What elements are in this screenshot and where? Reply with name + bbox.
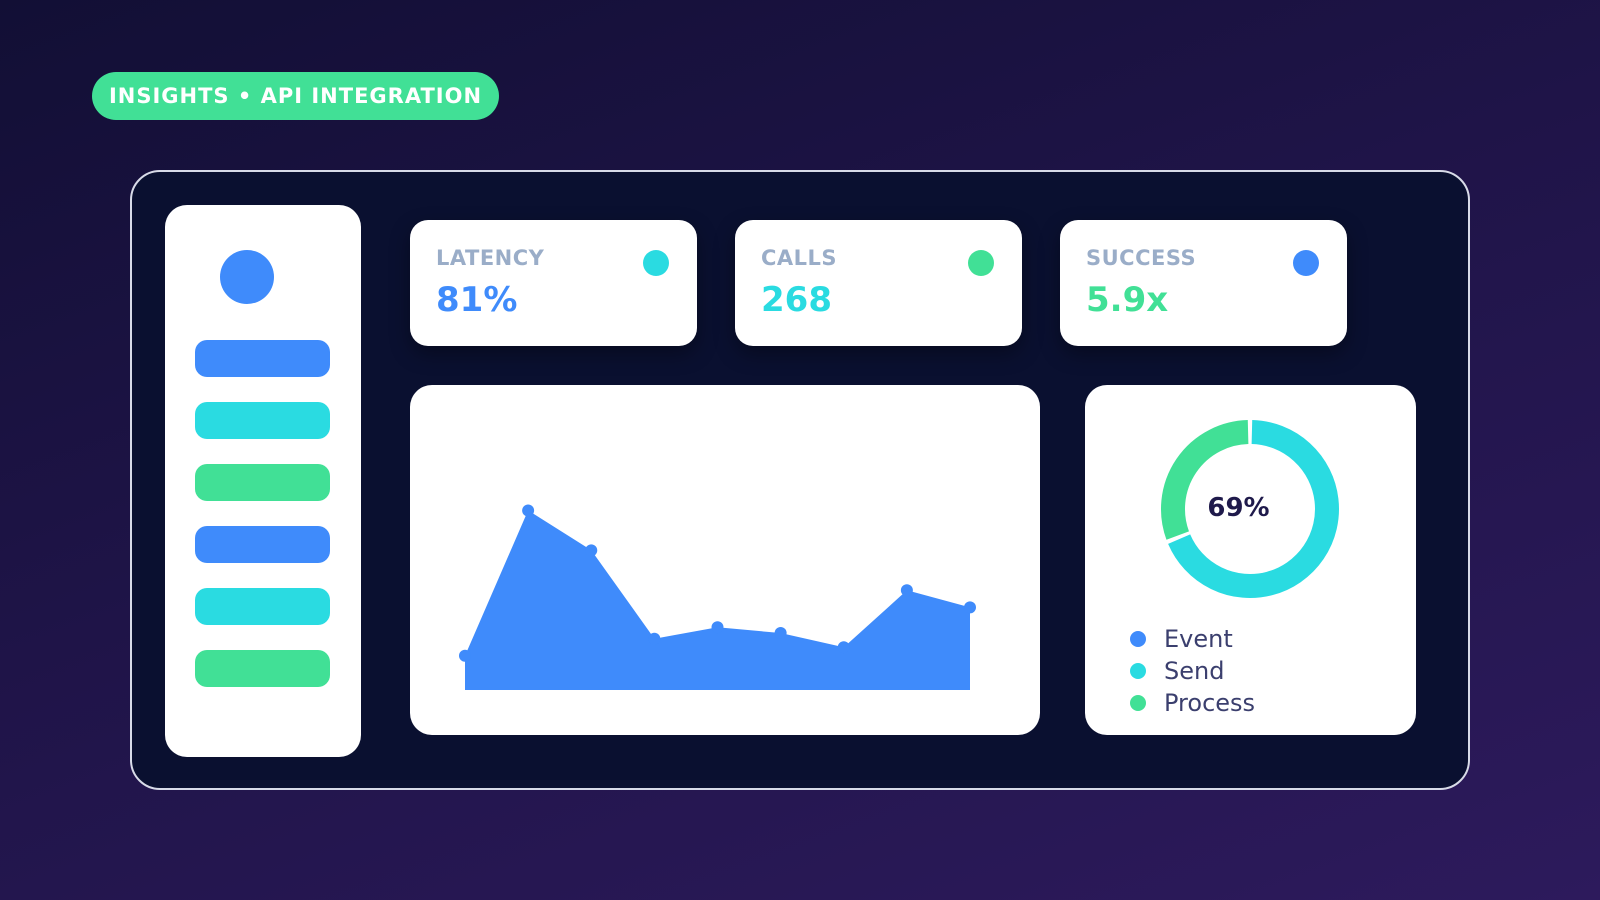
donut-chart <box>1161 420 1339 598</box>
sidebar-item-2[interactable] <box>195 402 330 439</box>
area-series <box>465 510 970 690</box>
donut-chart-card: 69% Event Send Process <box>1085 385 1416 735</box>
sidebar-item-4[interactable] <box>195 526 330 563</box>
kpi-value: 5.9x <box>1086 280 1169 320</box>
data-point-5[interactable] <box>711 621 724 634</box>
data-point-8[interactable] <box>900 584 913 597</box>
data-point-1[interactable] <box>459 649 471 662</box>
sidebar-item-5[interactable] <box>195 588 330 625</box>
status-dot-icon <box>643 250 669 276</box>
legend-item-event: Event <box>1130 623 1255 655</box>
kpi-card-latency[interactable]: LATENCY 81% <box>410 220 697 346</box>
legend-item-process: Process <box>1130 687 1255 719</box>
data-point-6[interactable] <box>774 627 787 639</box>
kpi-value: 268 <box>761 280 832 320</box>
kpi-label: CALLS <box>761 246 838 270</box>
kpi-card-success[interactable]: SUCCESS 5.9x <box>1060 220 1347 346</box>
area-chart-card <box>410 385 1040 735</box>
legend-label: Process <box>1164 689 1256 717</box>
data-point-2[interactable] <box>522 504 535 517</box>
legend-dot-icon <box>1130 663 1146 679</box>
legend-item-send: Send <box>1130 655 1255 687</box>
data-point-3[interactable] <box>585 544 598 557</box>
category-tag: INSIGHTS • API INTEGRATION <box>92 72 499 120</box>
legend-dot-icon <box>1130 695 1146 711</box>
sidebar-item-1[interactable] <box>195 340 330 377</box>
sidebar-item-6[interactable] <box>195 650 330 687</box>
data-point-7[interactable] <box>837 641 850 654</box>
legend-label: Send <box>1164 657 1225 685</box>
area-chart <box>459 504 976 690</box>
legend-dot-icon <box>1130 631 1146 647</box>
avatar[interactable] <box>220 250 274 304</box>
sidebar-item-3[interactable] <box>195 464 330 501</box>
donut-center-label: 69% <box>1207 493 1270 523</box>
legend-label: Event <box>1164 625 1233 653</box>
kpi-label: SUCCESS <box>1086 246 1197 270</box>
kpi-label: LATENCY <box>436 246 545 270</box>
kpi-card-calls[interactable]: CALLS 268 <box>735 220 1022 346</box>
kpi-value: 81% <box>436 280 518 320</box>
donut-slice-send[interactable] <box>1168 420 1339 598</box>
data-point-9[interactable] <box>964 601 976 614</box>
status-dot-icon <box>968 250 994 276</box>
data-point-4[interactable] <box>648 632 661 645</box>
status-dot-icon <box>1293 250 1319 276</box>
donut-slice-process[interactable] <box>1161 420 1249 540</box>
sidebar <box>165 205 361 757</box>
donut-legend: Event Send Process <box>1130 623 1255 719</box>
